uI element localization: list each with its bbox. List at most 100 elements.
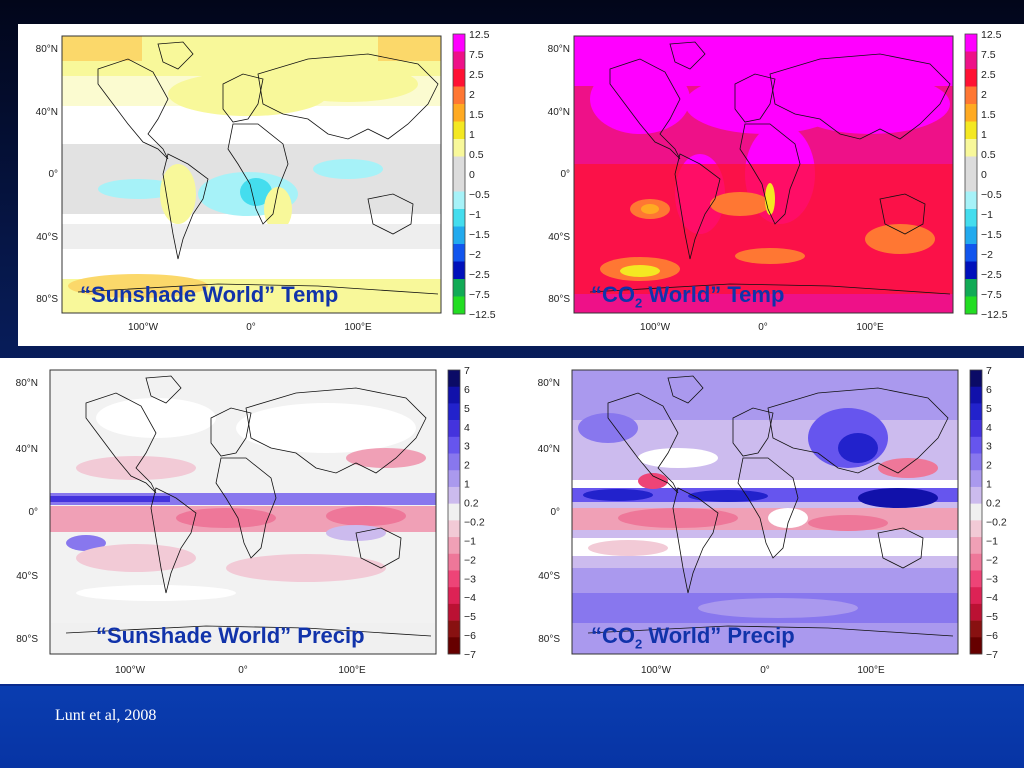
- colorbar-tick-label: −1: [469, 209, 481, 221]
- colorbar-tick-label: −0.5: [981, 189, 1002, 201]
- lat-tick-80s: 80°S: [16, 634, 38, 645]
- colorbar-swatch: [970, 470, 982, 488]
- colorbar-tick-label: 7.5: [469, 49, 484, 61]
- caption-sub: 2: [635, 295, 643, 311]
- map-svg: 80°N 40°N 0° 40°S 80°S 100°W 0° 100°E 12…: [548, 29, 1008, 333]
- lon-tick-100w: 100°W: [640, 322, 671, 333]
- colorbar-tick-label: 7: [464, 365, 470, 377]
- colorbar-tick-label: −7: [986, 649, 998, 661]
- colorbar-tick-label: 12.5: [981, 29, 1002, 41]
- colorbar-swatch: [965, 261, 977, 280]
- colorbar-tick-label: 7: [986, 365, 992, 377]
- colorbar-swatch: [970, 403, 982, 421]
- lon-tick-100e: 100°E: [344, 322, 372, 333]
- colorbar-tick-label: −12.5: [469, 309, 496, 321]
- colorbar-tick-label: −2: [986, 554, 998, 566]
- colorbar-tick-label: 4: [986, 422, 992, 434]
- colorbar-swatch: [965, 296, 977, 315]
- lat-tick-80s: 80°S: [548, 294, 570, 305]
- caption-text: “Sunshade World” Temp: [80, 282, 339, 307]
- lat-tick-40s: 40°S: [538, 571, 560, 582]
- lon-tick-100w: 100°W: [641, 665, 672, 676]
- colorbar-swatch: [448, 620, 460, 638]
- colorbar-swatch: [965, 34, 977, 52]
- colorbar-tick-label: −2: [469, 249, 481, 261]
- lat-tick-80n: 80°N: [538, 378, 560, 389]
- colorbar-swatch: [970, 553, 982, 571]
- lat-tick-0: 0°: [550, 507, 560, 518]
- map-svg: 80°N 40°N 0° 40°S 80°S 100°W 0° 100°E 7 6…: [16, 365, 485, 676]
- lat-tick-40n: 40°N: [16, 444, 38, 455]
- colorbar-frame: [964, 33, 978, 315]
- colorbar-swatch: [970, 503, 982, 521]
- colorbar-swatch: [448, 436, 460, 454]
- caption-co2-precip: “CO2 World” Precip: [591, 623, 795, 651]
- colorbar-tick-label: 2: [469, 89, 475, 101]
- colorbar-swatch: [965, 86, 977, 105]
- map-svg: 80°N 40°N 0° 40°S 80°S 100°W 0° 100°E 12…: [36, 29, 496, 333]
- colorbar-tick-label: −2.5: [469, 269, 490, 281]
- lat-tick-0: 0°: [560, 169, 570, 180]
- colorbar-tick-label: −7: [464, 649, 476, 661]
- colorbar-swatch: [453, 191, 465, 210]
- colorbar-tick-label: −0.2: [464, 516, 485, 528]
- colorbar-tick-label: 1: [469, 129, 475, 141]
- colorbar-tick-label: 2: [986, 460, 992, 472]
- caption-pre: “CO: [591, 282, 635, 307]
- colorbar-tick-label: −1: [986, 535, 998, 547]
- temp-colorbar: 12.5 7.5 2.5 2 1.5 1 0.5 0 −0.5 −1 −1.5 −2 −2.5 −7.5 −…: [964, 29, 1008, 321]
- colorbar-tick-label: 0.5: [981, 149, 996, 161]
- caption-sub: 2: [635, 636, 643, 652]
- colorbar-swatch: [448, 370, 460, 388]
- colorbar-swatch: [965, 69, 977, 87]
- colorbar-swatch: [453, 69, 465, 87]
- colorbar-tick-label: 7.5: [981, 49, 996, 61]
- lat-tick-80n: 80°N: [548, 44, 570, 55]
- colorbar-swatch: [965, 244, 977, 262]
- colorbar-tick-label: −2.5: [981, 269, 1002, 281]
- colorbar-tick-label: −5: [986, 611, 998, 623]
- colorbar-tick-label: 2.5: [981, 69, 996, 81]
- colorbar-swatch: [453, 156, 465, 175]
- colorbar-tick-label: −0.5: [469, 189, 490, 201]
- colorbar-tick-label: 2: [981, 89, 987, 101]
- colorbar-swatch: [453, 174, 465, 192]
- colorbar-swatch: [453, 261, 465, 280]
- colorbar-swatch: [453, 121, 465, 140]
- lon-tick-0: 0°: [246, 322, 256, 333]
- colorbar-swatch: [965, 104, 977, 122]
- lon-tick-0: 0°: [760, 665, 770, 676]
- coastlines: [77, 41, 439, 295]
- temp-colorbar: 12.5 7.5 2.5 2 1.5 1 0.5 0 −0.5 −1 −1.5 −2 −2.5 −7.5 −…: [452, 29, 496, 321]
- colorbar-tick-label: 0: [981, 169, 987, 181]
- colorbar-swatch: [965, 191, 977, 210]
- colorbar-tick-label: −1: [464, 535, 476, 547]
- colorbar-tick-label: −1.5: [469, 229, 490, 241]
- colorbar-swatch: [448, 553, 460, 571]
- colorbar-swatch: [965, 51, 977, 70]
- caption-text: “Sunshade World” Precip: [96, 623, 365, 648]
- colorbar-frame: [447, 369, 461, 655]
- caption-co2-temp: “CO2 World” Temp: [591, 282, 784, 310]
- colorbar-swatch: [453, 51, 465, 70]
- colorbar-tick-label: 2: [464, 460, 470, 472]
- colorbar-tick-label: 4: [464, 422, 470, 434]
- colorbar-tick-label: 0.2: [986, 498, 1001, 510]
- colorbar-swatch: [965, 226, 977, 245]
- caption-pre: “CO: [591, 623, 635, 648]
- colorbar-frame: [969, 369, 983, 655]
- colorbar-tick-label: 0.5: [469, 149, 484, 161]
- colorbar-swatch: [453, 139, 465, 157]
- colorbar-tick-label: 1.5: [469, 109, 484, 121]
- lat-tick-80s: 80°S: [538, 634, 560, 645]
- colorbar-tick-label: −2: [464, 554, 476, 566]
- colorbar-tick-label: −12.5: [981, 309, 1008, 321]
- colorbar-swatch: [448, 520, 460, 538]
- colorbar-tick-label: 5: [464, 403, 470, 415]
- colorbar-swatch: [970, 486, 982, 504]
- colorbar-tick-label: −3: [986, 573, 998, 585]
- colorbar-tick-label: −6: [464, 630, 476, 642]
- lat-tick-80n: 80°N: [36, 44, 58, 55]
- colorbar-swatch: [970, 603, 982, 621]
- colorbar-swatch: [970, 386, 982, 404]
